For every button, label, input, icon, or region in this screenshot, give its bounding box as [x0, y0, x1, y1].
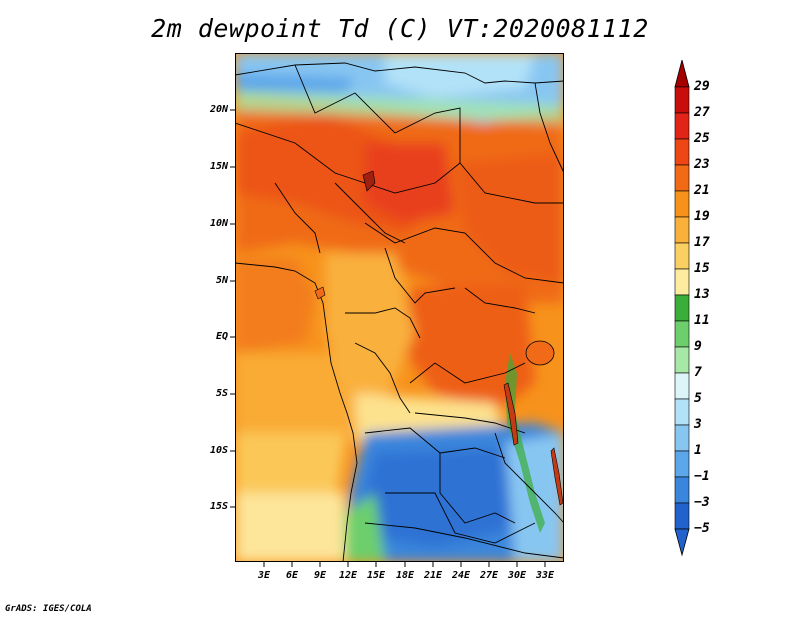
lat-label: EQ	[215, 331, 228, 342]
colorbar-label: 27	[694, 105, 710, 120]
colorbar-label: 1	[694, 443, 702, 458]
lon-label: 33E	[535, 570, 555, 581]
lat-label: 5S	[215, 388, 228, 399]
colorbar-label: 13	[694, 287, 710, 302]
colorbar-label: 9	[694, 339, 702, 354]
lat-label: 10N	[209, 218, 228, 229]
lon-label: 6E	[285, 570, 299, 581]
colorbar-swatch	[674, 320, 690, 348]
colorbar-label: 15	[694, 261, 710, 276]
lon-label: 12E	[338, 570, 358, 581]
colorbar	[674, 60, 690, 557]
colorbar-label: 11	[694, 313, 710, 328]
lon-label: 27E	[479, 570, 499, 581]
colorbar-swatch	[674, 190, 690, 218]
lat-label: 10S	[209, 445, 228, 456]
colorbar-swatch	[674, 242, 690, 270]
colorbar-label: 7	[694, 365, 702, 380]
colorbar-label: 19	[694, 209, 710, 224]
colorbar-label: 5	[694, 391, 702, 406]
colorbar-swatch	[674, 346, 690, 374]
grads-credit: GrADS: IGES/COLA	[5, 604, 92, 614]
colorbar-label: 29	[694, 79, 710, 94]
colorbar-swatch	[674, 502, 690, 530]
colorbar-swatch	[674, 450, 690, 478]
lon-label: 9E	[313, 570, 327, 581]
lon-label: 30E	[507, 570, 527, 581]
colorbar-swatch	[674, 398, 690, 426]
lat-label: 5N	[215, 275, 228, 286]
colorbar-label: 25	[694, 131, 710, 146]
lon-label: 24E	[451, 570, 471, 581]
colorbar-swatch	[674, 424, 690, 452]
colorbar-label: 23	[694, 157, 710, 172]
colorbar-swatch	[674, 268, 690, 296]
lat-label: 20N	[209, 104, 228, 115]
colorbar-swatch	[674, 138, 690, 166]
lon-label: 21E	[423, 570, 443, 581]
colorbar-label: 3	[694, 417, 702, 432]
colorbar-swatch	[674, 216, 690, 244]
colorbar-swatch	[674, 164, 690, 192]
colorbar-swatch	[674, 372, 690, 400]
dewpoint-map	[235, 53, 564, 562]
map-title: 2m dewpoint Td (C) VT:2020081112	[151, 14, 649, 43]
lat-label: 15N	[209, 161, 228, 172]
lon-label: 15E	[366, 570, 386, 581]
colorbar-label: 17	[694, 235, 710, 250]
lon-label: 18E	[395, 570, 415, 581]
colorbar-label: −5	[694, 521, 710, 536]
colorbar-swatch	[674, 112, 690, 140]
colorbar-label: 21	[694, 183, 710, 198]
colorbar-top-arrow	[674, 60, 690, 88]
colorbar-swatch	[674, 476, 690, 504]
colorbar-label: −1	[694, 469, 710, 484]
colorbar-bottom-arrow	[674, 528, 690, 557]
lon-label: 3E	[257, 570, 271, 581]
colorbar-label: −3	[694, 495, 710, 510]
colorbar-swatch	[674, 294, 690, 322]
lat-label: 15S	[209, 501, 228, 512]
colorbar-swatch	[674, 86, 690, 114]
